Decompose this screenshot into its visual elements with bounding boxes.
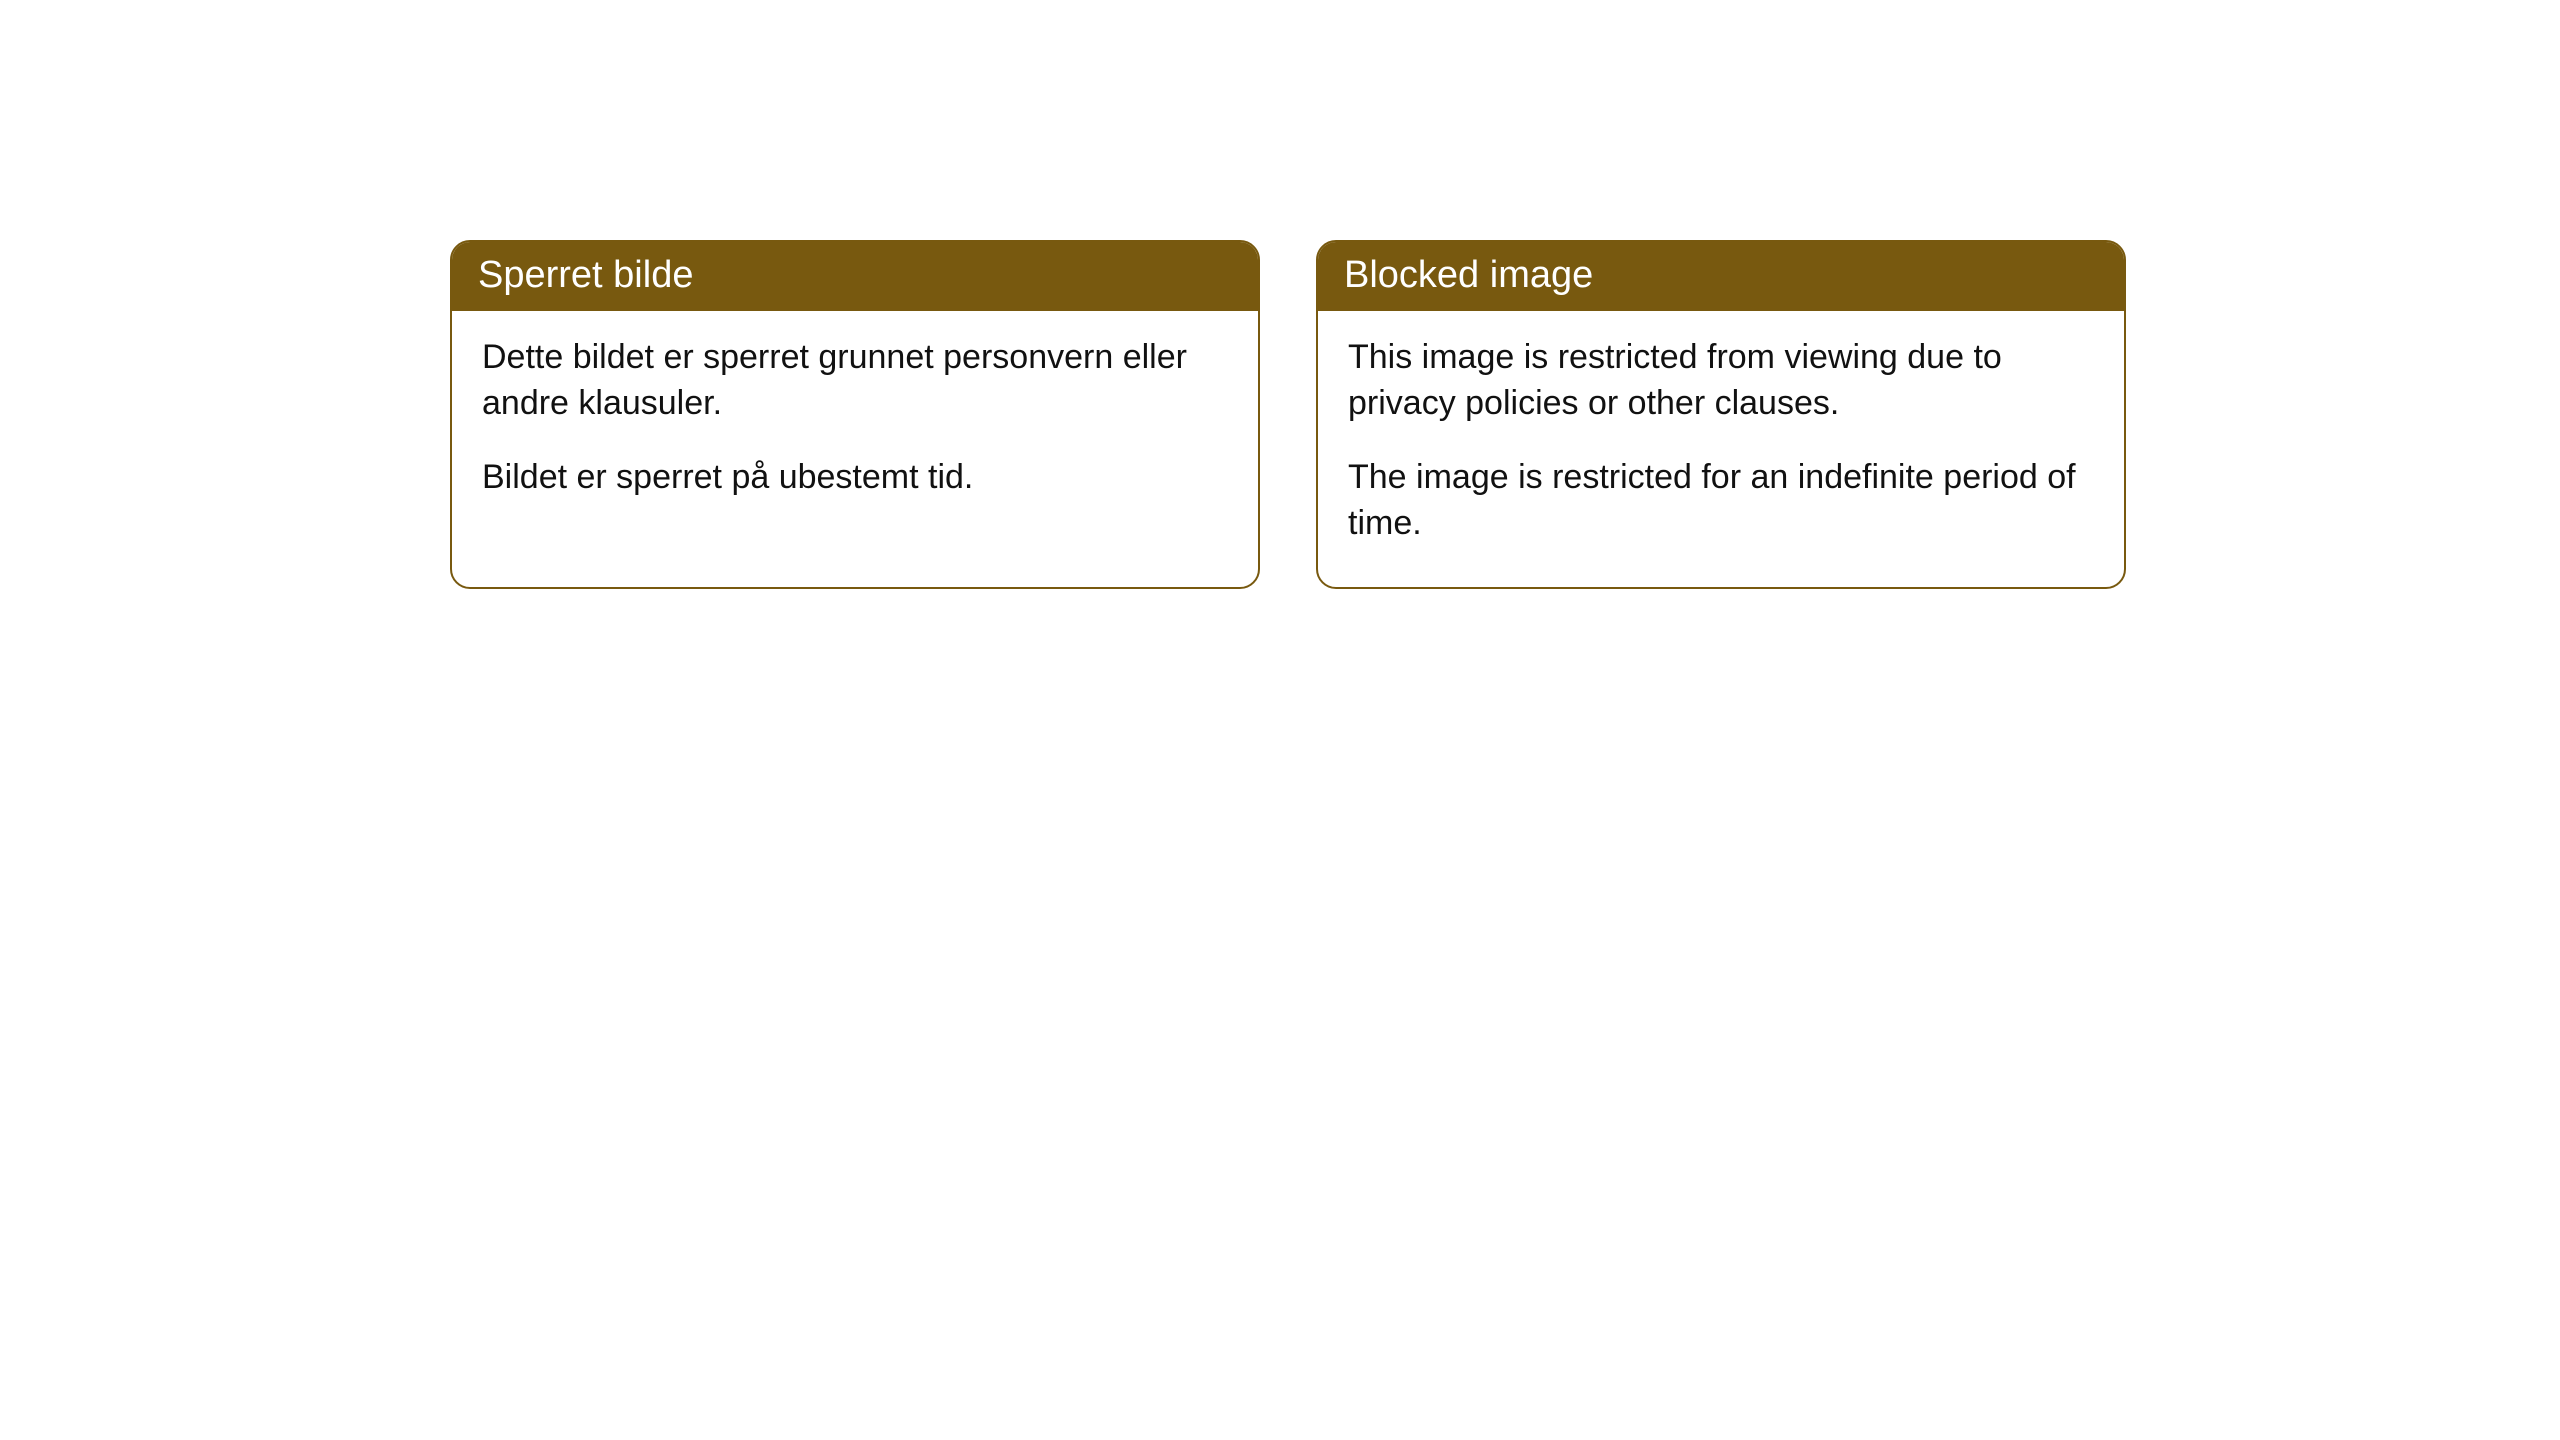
card-body-en: This image is restricted from viewing du…	[1318, 311, 2124, 587]
card-header-no: Sperret bilde	[452, 242, 1258, 311]
card-paragraph: This image is restricted from viewing du…	[1348, 335, 2094, 427]
card-paragraph: Bildet er sperret på ubestemt tid.	[482, 455, 1228, 501]
card-paragraph: The image is restricted for an indefinit…	[1348, 455, 2094, 547]
card-paragraph: Dette bildet er sperret grunnet personve…	[482, 335, 1228, 427]
card-body-no: Dette bildet er sperret grunnet personve…	[452, 311, 1258, 541]
blocked-image-card-en: Blocked image This image is restricted f…	[1316, 240, 2126, 589]
notice-container: Sperret bilde Dette bildet er sperret gr…	[0, 0, 2560, 589]
blocked-image-card-no: Sperret bilde Dette bildet er sperret gr…	[450, 240, 1260, 589]
card-header-en: Blocked image	[1318, 242, 2124, 311]
